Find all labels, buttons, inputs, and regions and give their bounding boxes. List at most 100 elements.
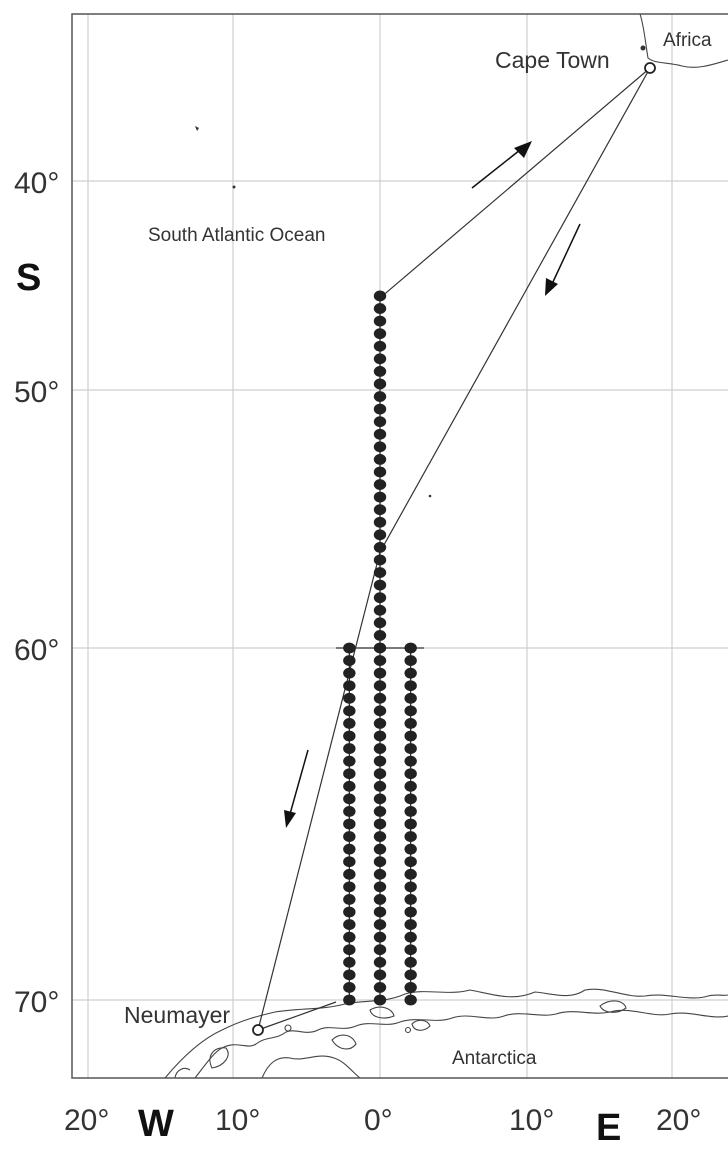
arrowhead-icon	[545, 278, 558, 296]
station-marker	[373, 806, 387, 817]
station-marker	[373, 416, 387, 428]
station-marker	[404, 655, 417, 666]
station-marker	[404, 730, 417, 742]
station-marker	[373, 642, 387, 654]
station-marker	[373, 780, 387, 792]
station-marker	[343, 969, 356, 981]
lat-label-50: 50°	[14, 376, 59, 409]
station-marker	[404, 881, 417, 893]
station-marker	[373, 428, 387, 440]
neumayer-label: Neumayer	[124, 1002, 230, 1028]
station-marker	[343, 982, 356, 993]
station-marker	[404, 642, 417, 654]
track-capetown-southward	[379, 67, 651, 553]
station-marker	[373, 705, 387, 717]
station-marker	[404, 755, 417, 767]
station-marker	[343, 755, 356, 767]
track-neumayer-to-transect	[257, 1001, 337, 1031]
south-label: S	[16, 257, 41, 299]
station-marker	[373, 491, 387, 503]
station-marker	[373, 617, 387, 629]
arrow-northeast-icon	[471, 149, 521, 189]
station-marker	[373, 479, 387, 490]
station-marker	[373, 931, 387, 943]
station-marker	[404, 793, 417, 805]
station-marker	[373, 604, 387, 616]
station-marker	[343, 718, 356, 729]
lon-label-10e: 10°	[509, 1104, 554, 1137]
station-marker	[373, 906, 387, 918]
station-marker	[404, 919, 417, 930]
station-marker	[373, 403, 387, 415]
station-marker	[373, 541, 387, 553]
station-marker	[404, 969, 417, 981]
station-marker	[404, 982, 417, 993]
station-marker	[373, 868, 387, 880]
station-marker	[404, 894, 417, 905]
station-marker	[373, 919, 387, 930]
arrowhead-icon	[284, 810, 296, 828]
station-marker	[373, 944, 387, 956]
arrow-south-icon	[289, 749, 309, 815]
station-marker	[404, 856, 417, 868]
station-marker	[373, 353, 387, 365]
station-marker	[343, 931, 356, 943]
station-marker	[343, 868, 356, 880]
station-marker	[343, 705, 356, 717]
island-dot	[428, 494, 432, 498]
station-marker	[373, 340, 387, 352]
station-marker	[404, 818, 417, 830]
ocean-label: South Atlantic Ocean	[148, 225, 325, 246]
ice-rise	[404, 1026, 412, 1034]
station-marker	[343, 881, 356, 893]
station-marker	[373, 328, 387, 340]
station-marker	[343, 944, 356, 956]
direction-arrows	[284, 141, 581, 828]
island-dot	[232, 185, 236, 189]
station-marker	[373, 994, 387, 1006]
station-marker	[373, 755, 387, 767]
station-marker	[373, 453, 387, 465]
station-marker	[343, 793, 356, 805]
antarctica-label: Antarctica	[452, 1048, 537, 1069]
station-marker	[343, 743, 356, 754]
station-marker	[404, 944, 417, 956]
station-marker	[373, 579, 387, 591]
island-dot	[195, 126, 199, 131]
station-marker	[373, 592, 387, 604]
station-marker	[373, 818, 387, 830]
station-marker	[343, 667, 356, 679]
station-marker	[404, 692, 417, 704]
africa-label: Africa	[663, 30, 712, 51]
station-marker	[343, 818, 356, 830]
station-marker	[373, 768, 387, 780]
lat-label-40: 40°	[14, 167, 59, 200]
lat-label-60: 60°	[14, 634, 59, 667]
station-marker	[343, 831, 356, 842]
lon-label-20w: 20°	[64, 1104, 109, 1137]
station-marker	[404, 667, 417, 679]
lon-label-0: 0°	[364, 1104, 393, 1137]
graticule	[72, 14, 728, 1078]
station-marker	[373, 881, 387, 893]
station-marker	[404, 906, 417, 918]
east-label: E	[596, 1107, 621, 1149]
station-marker	[373, 466, 387, 478]
track-capetown-to-transect	[379, 67, 651, 299]
arrowhead-icon	[514, 141, 532, 158]
station-marker	[373, 743, 387, 754]
station-marker	[373, 718, 387, 729]
station-marker	[373, 303, 387, 314]
station-marker	[343, 768, 356, 780]
station-marker	[404, 680, 417, 692]
station-marker	[373, 969, 387, 981]
station-marker	[373, 655, 387, 666]
station-marker	[373, 365, 387, 377]
west-label: W	[138, 1103, 174, 1145]
sampling-stations	[343, 290, 417, 1006]
station-marker	[343, 956, 356, 968]
station-marker	[404, 780, 417, 792]
lon-label-20e: 20°	[656, 1104, 701, 1137]
station-marker	[373, 378, 387, 390]
